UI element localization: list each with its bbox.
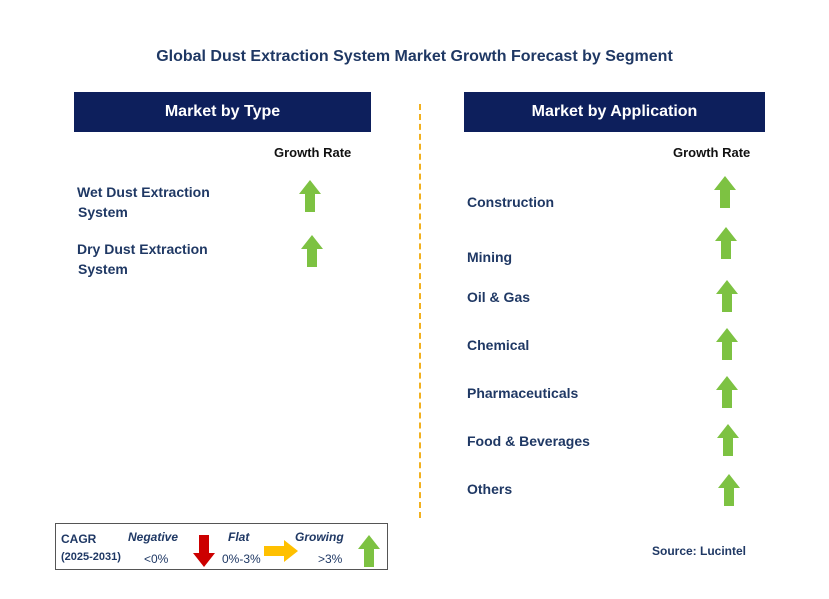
up-arrow-icon bbox=[718, 474, 740, 506]
up-arrow-icon bbox=[716, 328, 738, 360]
legend-negative-label: Negative bbox=[128, 530, 179, 544]
legend-negative-range: <0% bbox=[144, 552, 169, 566]
legend-growing-label: Growing bbox=[295, 530, 344, 544]
right-arrow-icon bbox=[264, 540, 298, 562]
up-arrow-icon bbox=[715, 227, 737, 259]
legend-cagr-label: CAGR bbox=[61, 532, 97, 546]
up-arrow-icon bbox=[716, 376, 738, 408]
app-label-mining: Mining bbox=[467, 249, 513, 265]
panel-divider bbox=[419, 104, 421, 518]
up-arrow-icon bbox=[299, 180, 321, 212]
up-arrow-icon bbox=[714, 176, 736, 208]
app-label-food-beverages: Food & Beverages bbox=[467, 433, 590, 449]
growth-rate-label-right: Growth Rate bbox=[673, 145, 751, 160]
header-market-by-application: Market by Application bbox=[464, 92, 765, 132]
up-arrow-icon bbox=[716, 280, 738, 312]
legend-growing-range: >3% bbox=[318, 552, 343, 566]
up-arrow-icon bbox=[717, 424, 739, 456]
source-label: Source: Lucintel bbox=[652, 544, 747, 558]
app-label-pharmaceuticals: Pharmaceuticals bbox=[467, 385, 579, 401]
chart-title: Global Dust Extraction System Market Gro… bbox=[156, 48, 673, 65]
legend-flat-label: Flat bbox=[228, 530, 250, 544]
app-label-construction: Construction bbox=[467, 194, 555, 210]
up-arrow-icon bbox=[358, 535, 380, 567]
app-label-others: Others bbox=[467, 481, 513, 497]
growth-rate-label-left: Growth Rate bbox=[274, 145, 352, 160]
app-label-chemical: Chemical bbox=[467, 337, 530, 353]
down-arrow-icon bbox=[193, 535, 215, 567]
type-label-wet-dust: Wet Dust Extraction System bbox=[77, 184, 210, 220]
legend-period: (2025-2031) bbox=[61, 551, 121, 563]
legend-flat-range: 0%-3% bbox=[222, 552, 261, 566]
up-arrow-icon bbox=[301, 235, 323, 267]
app-label-oil-gas: Oil & Gas bbox=[467, 289, 531, 305]
header-market-by-type: Market by Type bbox=[74, 92, 371, 132]
cagr-legend: CAGR (2025-2031) Negative <0% Flat 0%-3%… bbox=[55, 523, 388, 570]
type-label-dry-dust: Dry Dust Extraction System bbox=[77, 241, 208, 277]
